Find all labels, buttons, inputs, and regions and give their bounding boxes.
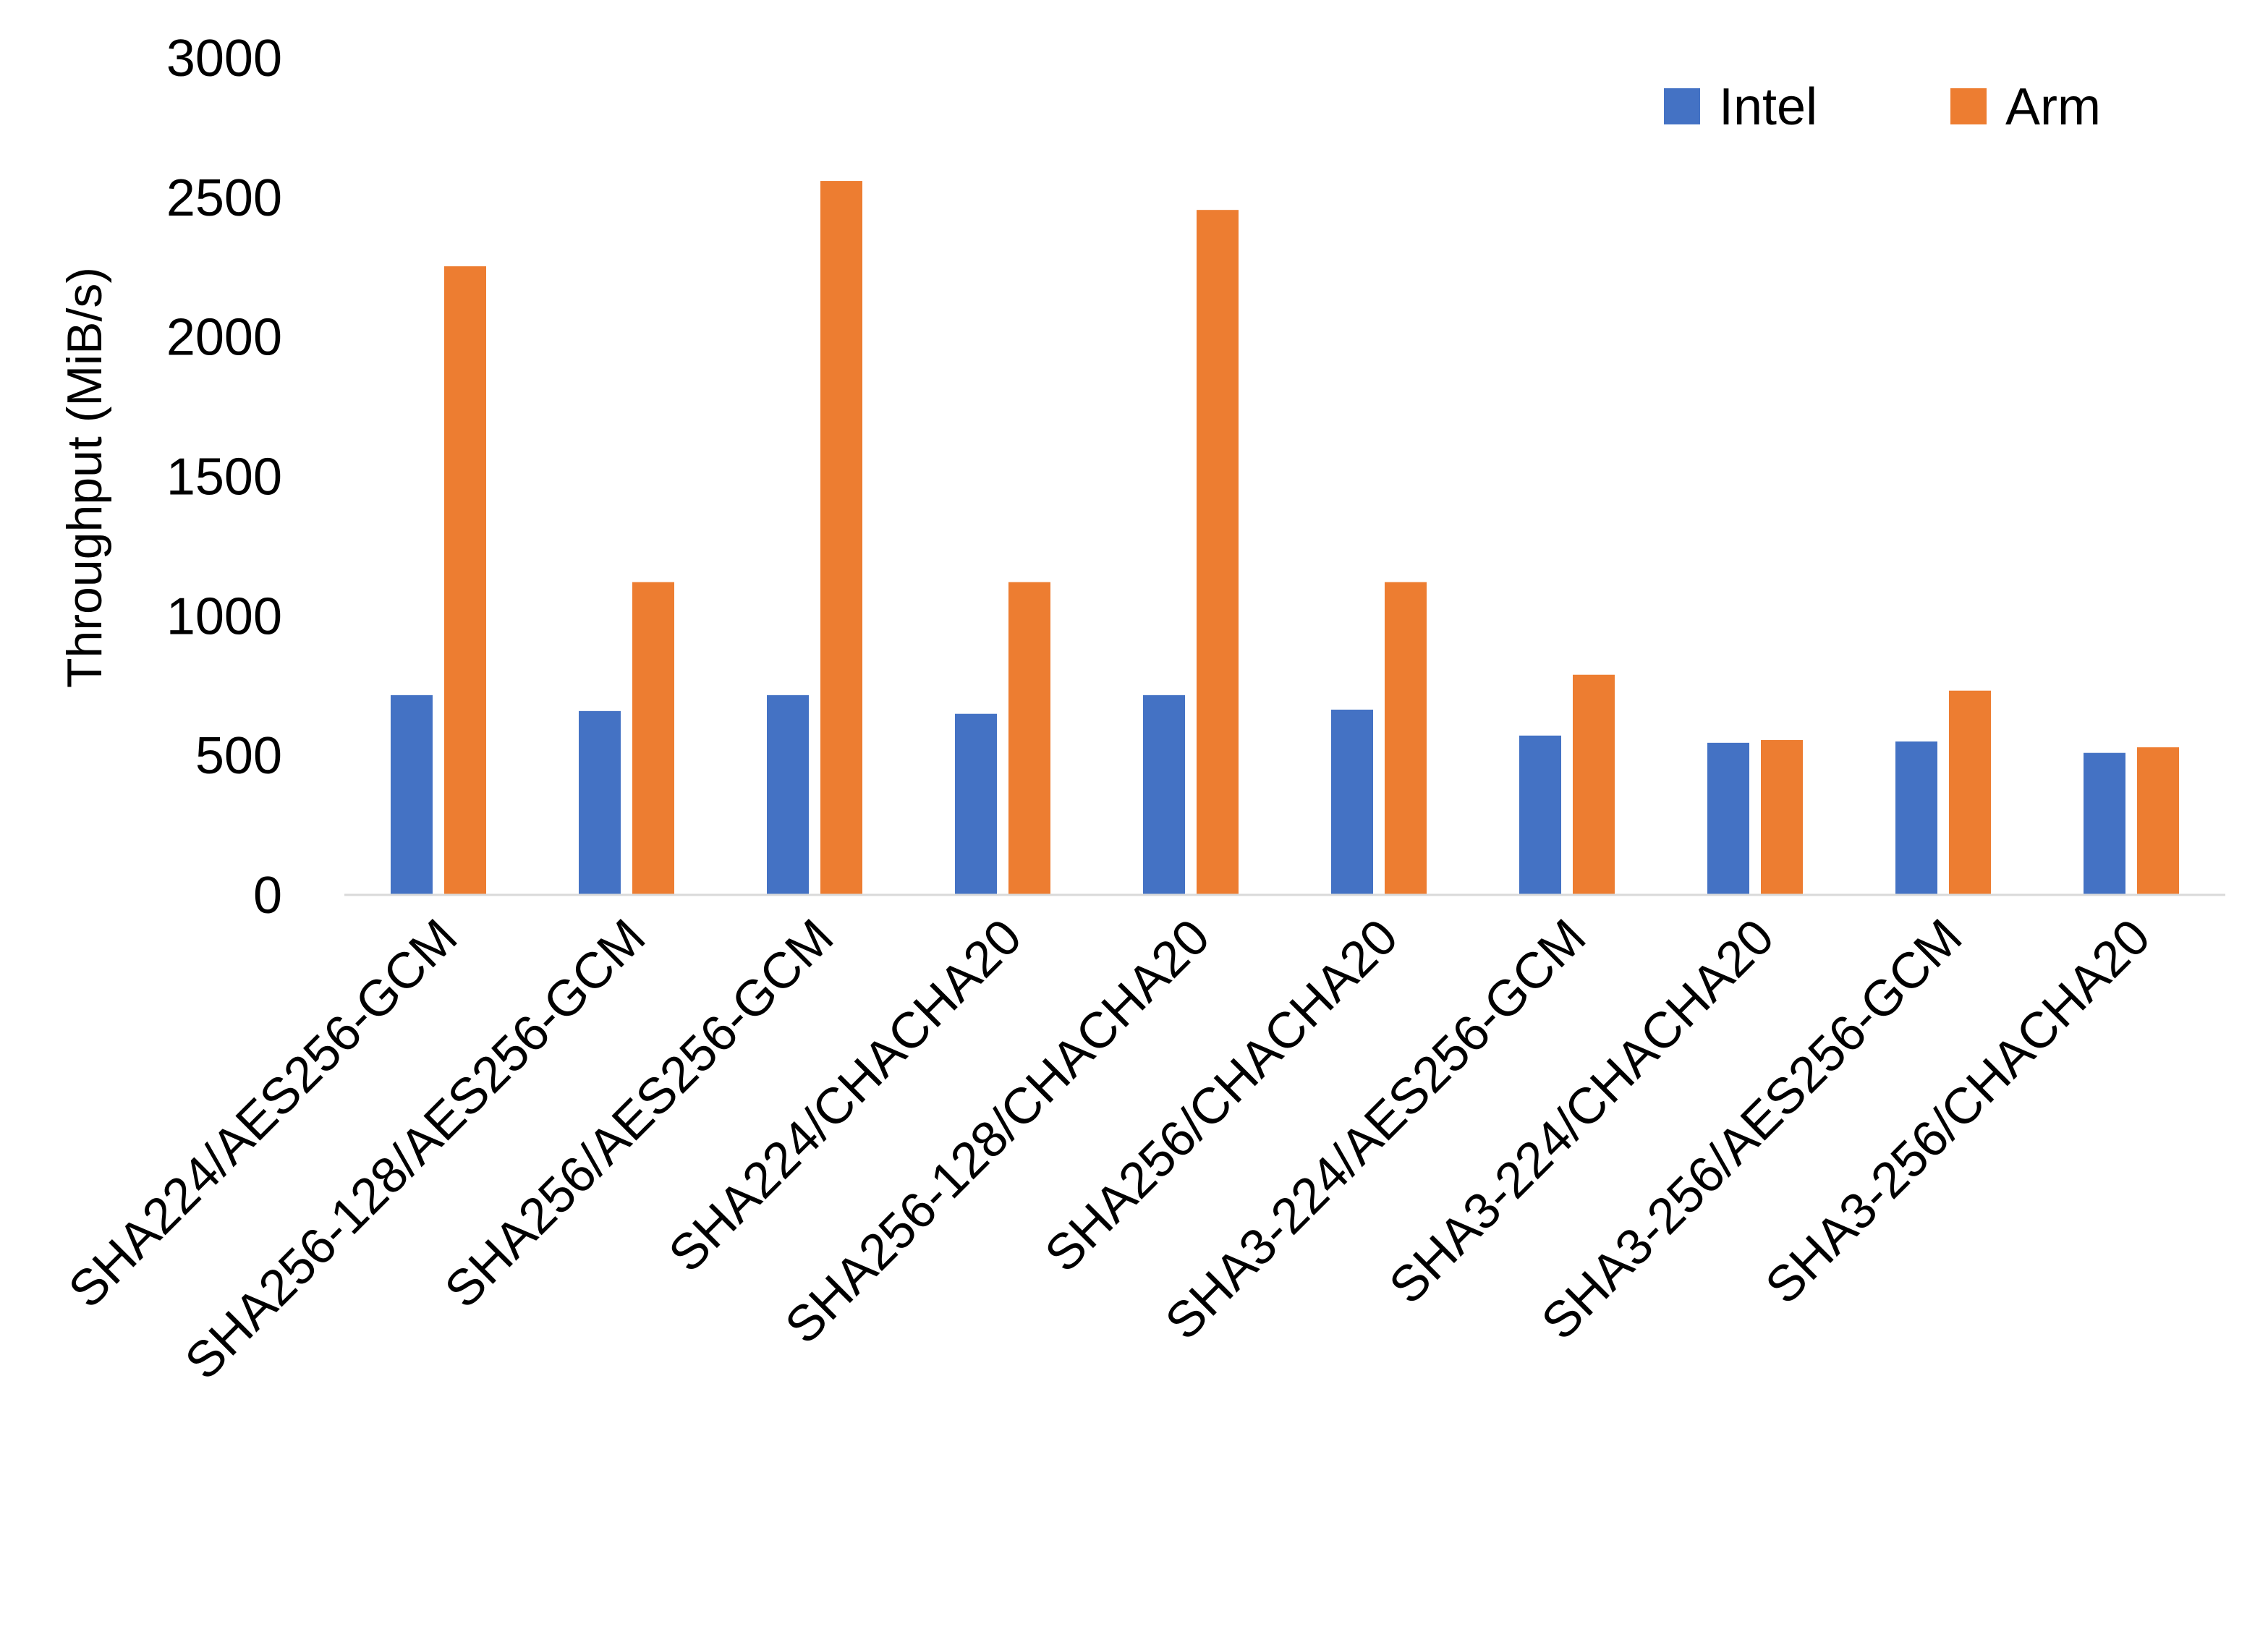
x-tick-label: SHA256/AES256-GCM — [434, 908, 844, 1318]
bar-arm — [1008, 582, 1050, 895]
y-tick-label: 2000 — [166, 309, 282, 367]
y-axis-ticks: 0 500 1000 1500 2000 2500 3000 — [166, 30, 282, 925]
bar-intel — [767, 695, 809, 895]
bar-arm — [2137, 747, 2179, 895]
bar-arm — [1573, 674, 1615, 895]
y-tick-label: 0 — [253, 867, 282, 925]
y-tick-label: 1000 — [166, 587, 282, 645]
bar-intel — [391, 695, 433, 895]
bar-intel — [579, 710, 621, 895]
bar-arm — [1385, 582, 1427, 895]
bar-intel — [1519, 735, 1561, 895]
bar-intel — [2084, 752, 2125, 895]
bar-intel — [1895, 741, 1937, 895]
bar-arm — [632, 582, 674, 895]
x-tick-label: SHA256/CHACHA20 — [1034, 908, 1408, 1282]
x-tick-label: SHA3-256/CHACHA20 — [1754, 908, 2160, 1314]
y-tick-label: 500 — [195, 727, 282, 785]
bars — [391, 181, 2179, 896]
bar-arm — [1197, 210, 1239, 895]
y-tick-label: 2500 — [166, 169, 282, 227]
x-axis-labels: SHA224/AES256-GCMSHA256-128/AES256-GCMSH… — [58, 908, 2161, 1390]
bar-arm — [1761, 739, 1803, 895]
bar-intel — [1331, 709, 1373, 895]
legend-swatch-intel — [1664, 88, 1700, 124]
legend-swatch-arm — [1950, 88, 1987, 124]
x-tick-label: SHA224/CHACHA20 — [658, 908, 1032, 1282]
bar-intel — [1707, 742, 1749, 895]
x-tick-label: SHA3-224/CHACHA20 — [1378, 908, 1784, 1314]
bar-arm — [1949, 690, 1991, 895]
x-tick-label: SHA224/AES256-GCM — [58, 908, 468, 1318]
y-tick-label: 3000 — [166, 30, 282, 88]
bar-arm — [444, 266, 486, 895]
y-tick-label: 1500 — [166, 449, 282, 506]
bar-intel — [955, 713, 997, 895]
legend-label: Intel — [1719, 78, 1817, 136]
bar-intel — [1143, 695, 1185, 895]
bar-arm — [820, 181, 862, 896]
legend: Intel Arm — [1664, 78, 2101, 136]
legend-label: Arm — [2005, 78, 2101, 136]
y-axis-label: Throughput (MiB/s) — [57, 267, 112, 688]
